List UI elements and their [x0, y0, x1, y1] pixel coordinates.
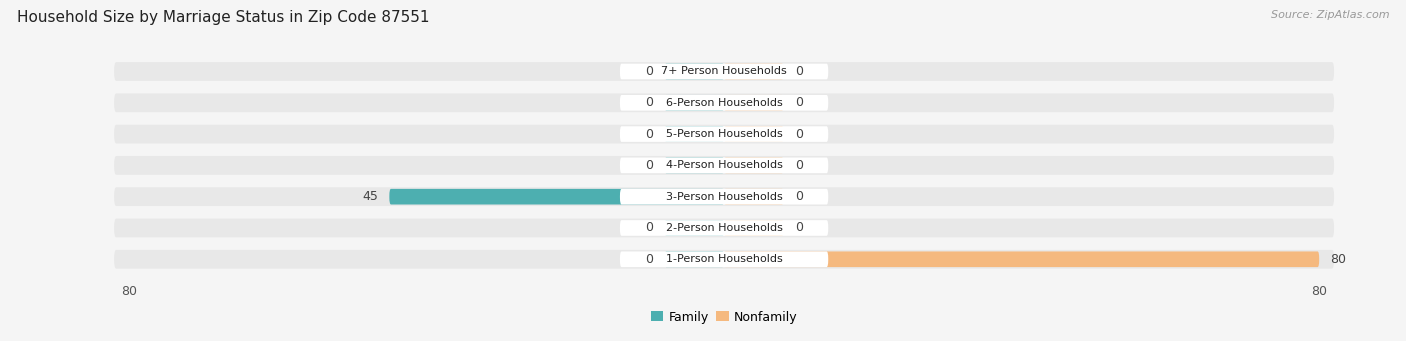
FancyBboxPatch shape	[114, 62, 1334, 81]
Text: Source: ZipAtlas.com: Source: ZipAtlas.com	[1271, 10, 1389, 20]
Text: 0: 0	[794, 159, 803, 172]
Text: 0: 0	[645, 96, 654, 109]
FancyBboxPatch shape	[724, 64, 783, 79]
FancyBboxPatch shape	[620, 95, 828, 110]
FancyBboxPatch shape	[665, 95, 724, 110]
FancyBboxPatch shape	[620, 220, 828, 236]
Legend: Family, Nonfamily: Family, Nonfamily	[651, 311, 797, 324]
Text: 5-Person Households: 5-Person Households	[665, 129, 783, 139]
Text: Household Size by Marriage Status in Zip Code 87551: Household Size by Marriage Status in Zip…	[17, 10, 429, 25]
Text: 45: 45	[363, 190, 378, 203]
FancyBboxPatch shape	[724, 95, 783, 110]
FancyBboxPatch shape	[665, 220, 724, 236]
FancyBboxPatch shape	[620, 126, 828, 142]
FancyBboxPatch shape	[724, 189, 783, 205]
FancyBboxPatch shape	[665, 126, 724, 142]
FancyBboxPatch shape	[724, 158, 783, 173]
FancyBboxPatch shape	[724, 126, 783, 142]
Text: 0: 0	[794, 190, 803, 203]
Text: 80: 80	[1330, 253, 1347, 266]
Text: 4-Person Households: 4-Person Households	[665, 160, 783, 170]
Text: 7+ Person Households: 7+ Person Households	[661, 66, 787, 76]
Text: 2-Person Households: 2-Person Households	[665, 223, 783, 233]
Text: 6-Person Households: 6-Person Households	[665, 98, 783, 108]
FancyBboxPatch shape	[620, 158, 828, 173]
Text: 3-Person Households: 3-Person Households	[665, 192, 783, 202]
FancyBboxPatch shape	[724, 220, 783, 236]
Text: 0: 0	[645, 128, 654, 140]
FancyBboxPatch shape	[114, 156, 1334, 175]
FancyBboxPatch shape	[620, 251, 828, 267]
Text: 0: 0	[645, 222, 654, 235]
FancyBboxPatch shape	[665, 64, 724, 79]
Text: 0: 0	[794, 65, 803, 78]
FancyBboxPatch shape	[620, 64, 828, 79]
Text: 0: 0	[794, 96, 803, 109]
FancyBboxPatch shape	[114, 187, 1334, 206]
Text: 0: 0	[645, 65, 654, 78]
Text: 0: 0	[645, 159, 654, 172]
FancyBboxPatch shape	[114, 250, 1334, 269]
FancyBboxPatch shape	[665, 251, 724, 267]
FancyBboxPatch shape	[389, 189, 724, 205]
FancyBboxPatch shape	[114, 219, 1334, 237]
Text: 1-Person Households: 1-Person Households	[665, 254, 783, 264]
Text: 0: 0	[645, 253, 654, 266]
Text: 0: 0	[794, 222, 803, 235]
Text: 0: 0	[794, 128, 803, 140]
FancyBboxPatch shape	[620, 189, 828, 205]
FancyBboxPatch shape	[665, 158, 724, 173]
FancyBboxPatch shape	[724, 251, 1319, 267]
FancyBboxPatch shape	[114, 93, 1334, 112]
FancyBboxPatch shape	[114, 125, 1334, 144]
